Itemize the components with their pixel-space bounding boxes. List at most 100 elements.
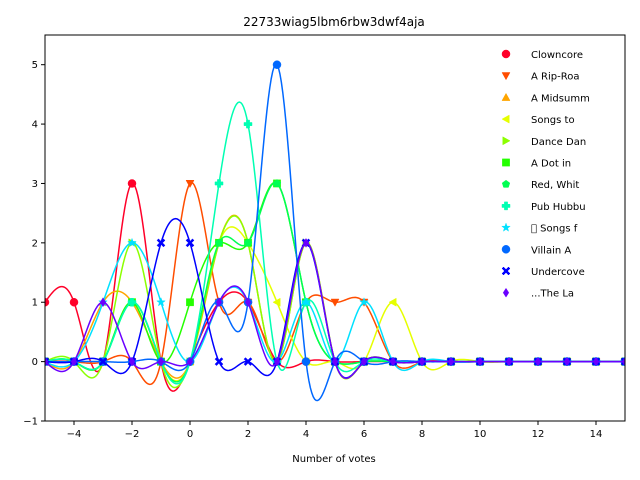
data-point [127, 179, 137, 188]
data-point [69, 297, 79, 307]
data-point [301, 357, 311, 366]
data-point [185, 180, 195, 188]
legend-item: Undercove [501, 266, 585, 278]
x-axis-label: Number of votes [292, 454, 376, 465]
data-point [501, 179, 511, 188]
data-point [127, 297, 137, 307]
data-point [621, 356, 625, 367]
legend-item: Red, Whit [501, 179, 579, 191]
data-point [501, 92, 511, 101]
data-point [186, 356, 194, 367]
data-point [359, 297, 369, 307]
legend-label: Villain A [531, 245, 571, 256]
legend-item: A Dot in [502, 159, 571, 170]
data-point [592, 356, 600, 367]
legend-item:   Songs f [501, 222, 578, 235]
legend-item: Pub Hubbu [501, 201, 586, 213]
legend-label: Clowncore [531, 50, 583, 61]
y-tick-label: −1 [23, 417, 38, 428]
data-point [244, 297, 252, 308]
y-axis: −1 0 1 2 3 4 5 [23, 60, 45, 428]
legend-label: A Midsumm [531, 93, 590, 104]
y-tick-label: 4 [32, 120, 38, 131]
data-point [186, 298, 194, 307]
legend-item: Clowncore [501, 49, 583, 61]
data-point [156, 238, 166, 248]
data-point [272, 179, 282, 187]
data-point [215, 297, 223, 308]
legend-label: Dance Dan [531, 137, 586, 148]
data-point [302, 237, 310, 248]
x-tick-label: 12 [532, 429, 545, 440]
legend-item: A Rip-Roa [501, 72, 579, 83]
data-point [418, 356, 426, 367]
data-point [501, 266, 511, 276]
x-tick-label: 6 [361, 429, 367, 440]
data-point [447, 356, 455, 367]
x-tick-label: 10 [474, 429, 487, 440]
plot-frame [44, 34, 626, 422]
data-point [127, 237, 137, 248]
legend-item: ...The La [502, 287, 574, 300]
data-point [501, 201, 511, 211]
data-point [501, 245, 511, 254]
y-tick-label: 5 [32, 60, 38, 71]
data-point [501, 114, 510, 124]
data-point [502, 287, 510, 298]
data-point [214, 238, 224, 247]
series-layer [45, 60, 625, 402]
data-point [156, 297, 166, 307]
data-point [45, 356, 49, 367]
data-point [45, 297, 50, 307]
x-tick-label: −4 [67, 429, 82, 440]
data-point [534, 356, 542, 367]
legend: Clowncore A Rip-Roa A Midsumm Songs to Dance… [501, 49, 590, 300]
x-tick-label: 8 [419, 429, 425, 440]
data-point [157, 356, 165, 367]
data-point [360, 356, 368, 367]
legend-item: Dance Dan [502, 136, 586, 148]
legend-label:   Songs f [531, 224, 578, 235]
x-tick-label: 4 [303, 429, 309, 440]
legend-label: Songs to [531, 115, 575, 126]
data-point [214, 179, 224, 188]
legend-item: Villain A [501, 245, 571, 256]
y-tick-label: 3 [32, 179, 38, 190]
data-point [98, 357, 108, 366]
data-point [70, 356, 78, 367]
data-point [476, 356, 484, 367]
x-tick-label: 14 [590, 429, 603, 440]
data-point [389, 356, 397, 367]
data-point [243, 238, 253, 247]
data-point [272, 60, 282, 69]
data-point [388, 297, 397, 307]
x-tick-label: 0 [187, 429, 193, 440]
y-tick-label: 0 [32, 357, 38, 368]
data-point [185, 238, 195, 248]
legend-item: A Midsumm [501, 92, 590, 104]
y-tick-label: 1 [32, 298, 38, 309]
data-point [99, 297, 107, 308]
data-point [501, 49, 511, 59]
chart-title: 22733wiag5lbm6rbw3dwf4aja [243, 15, 425, 29]
data-point [563, 356, 571, 367]
y-tick-label: 2 [32, 238, 38, 249]
series-11 [45, 237, 625, 379]
legend-item: Songs to [501, 114, 575, 126]
data-point [301, 297, 311, 307]
data-point [502, 158, 510, 167]
x-axis: −4 −2 0 2 4 6 8 10 12 14 [67, 421, 603, 440]
data-point [273, 356, 281, 367]
data-point [505, 356, 513, 367]
data-point [272, 297, 281, 307]
data-point [331, 356, 339, 367]
data-point [214, 357, 224, 366]
data-point [502, 136, 511, 146]
legend-label: ...The La [531, 289, 574, 300]
data-point [243, 119, 253, 129]
data-point [243, 357, 253, 366]
x-tick-label: −2 [125, 429, 140, 440]
legend-label: Undercove [531, 267, 585, 278]
data-point [501, 222, 511, 232]
